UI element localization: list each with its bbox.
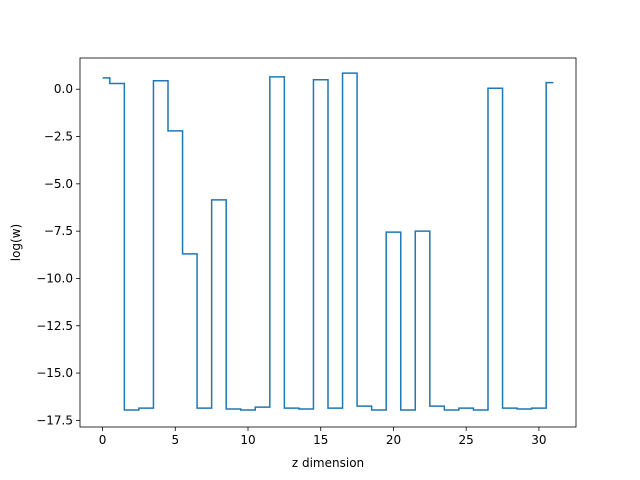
y-tick-label: 0.0 xyxy=(54,82,73,96)
y-tick-label: −10.0 xyxy=(36,271,73,285)
y-tick-label: −2.5 xyxy=(44,130,73,144)
x-tick-label: 25 xyxy=(459,433,474,447)
series-line-0 xyxy=(102,72,554,411)
plot-area xyxy=(102,72,554,411)
x-tick-label: 15 xyxy=(313,433,328,447)
y-tick-label: −12.5 xyxy=(36,319,73,333)
x-tick-label: 10 xyxy=(240,433,255,447)
y-tick-label: −17.5 xyxy=(36,413,73,427)
y-tick-label: −7.5 xyxy=(44,224,73,238)
x-tick-label: 0 xyxy=(99,433,107,447)
x-tick-label: 30 xyxy=(531,433,546,447)
y-tick-label: −5.0 xyxy=(44,177,73,191)
y-tick-label: −15.0 xyxy=(36,366,73,380)
x-tick-label: 5 xyxy=(171,433,179,447)
axes: 0 5 10 15 20 25 30 0.0 −2.5 −5.0 −7.5 −10.0 −12.5 −15… xyxy=(36,57,577,447)
axes-frame xyxy=(79,57,577,428)
y-axis-label: log(w) xyxy=(9,224,23,261)
x-axis-label: z dimension xyxy=(292,456,364,470)
x-tick-label: 20 xyxy=(386,433,401,447)
